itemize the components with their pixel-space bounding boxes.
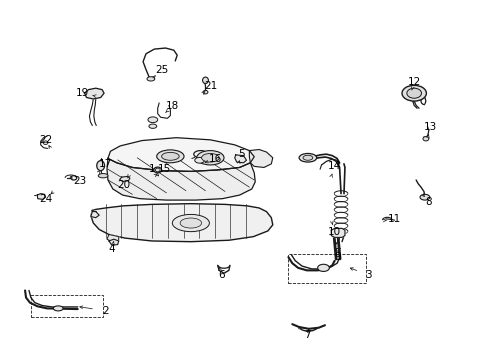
- Polygon shape: [37, 194, 45, 199]
- Text: 24: 24: [39, 194, 52, 204]
- Ellipse shape: [149, 124, 157, 129]
- Text: 23: 23: [73, 176, 86, 186]
- Ellipse shape: [98, 174, 108, 178]
- Text: 21: 21: [204, 81, 218, 91]
- Ellipse shape: [194, 157, 204, 163]
- Ellipse shape: [71, 176, 77, 180]
- Text: 13: 13: [423, 122, 436, 132]
- Polygon shape: [234, 155, 246, 163]
- Bar: [288, 254, 366, 283]
- Text: 7: 7: [304, 330, 310, 340]
- Text: 11: 11: [387, 215, 401, 224]
- Ellipse shape: [203, 90, 207, 94]
- Ellipse shape: [401, 85, 426, 101]
- Text: 8: 8: [425, 197, 431, 207]
- Text: 20: 20: [117, 180, 130, 190]
- Text: 14: 14: [327, 161, 341, 171]
- Ellipse shape: [180, 218, 201, 228]
- Ellipse shape: [303, 155, 312, 160]
- Ellipse shape: [406, 88, 421, 98]
- Text: 2: 2: [102, 306, 109, 316]
- Ellipse shape: [43, 141, 48, 144]
- Polygon shape: [107, 158, 255, 200]
- Ellipse shape: [161, 152, 179, 160]
- Ellipse shape: [201, 153, 219, 162]
- Text: 25: 25: [155, 64, 168, 75]
- Ellipse shape: [97, 161, 104, 171]
- Polygon shape: [107, 234, 119, 242]
- Ellipse shape: [317, 264, 329, 271]
- Ellipse shape: [196, 150, 224, 165]
- Ellipse shape: [422, 136, 428, 141]
- Ellipse shape: [202, 77, 208, 84]
- Text: 5: 5: [237, 149, 244, 159]
- Ellipse shape: [172, 215, 209, 231]
- Text: 12: 12: [407, 77, 420, 87]
- Text: 19: 19: [76, 88, 89, 98]
- Text: 3: 3: [365, 270, 371, 280]
- Ellipse shape: [157, 150, 183, 163]
- Text: 10: 10: [327, 227, 341, 237]
- Polygon shape: [91, 212, 99, 218]
- Ellipse shape: [148, 117, 158, 123]
- Polygon shape: [108, 138, 254, 171]
- Polygon shape: [84, 88, 104, 99]
- Text: 6: 6: [217, 270, 224, 280]
- Ellipse shape: [53, 306, 63, 311]
- Polygon shape: [109, 239, 119, 245]
- Text: 4: 4: [108, 244, 115, 254]
- Polygon shape: [249, 149, 272, 167]
- Text: 15: 15: [157, 164, 170, 174]
- Ellipse shape: [299, 153, 316, 162]
- Bar: [31, 295, 103, 317]
- Text: 22: 22: [39, 135, 52, 145]
- Polygon shape: [120, 176, 130, 181]
- Ellipse shape: [419, 194, 429, 200]
- Ellipse shape: [154, 167, 161, 173]
- Text: 1: 1: [148, 164, 155, 174]
- Polygon shape: [330, 228, 344, 237]
- Text: 18: 18: [165, 102, 179, 112]
- Text: 17: 17: [99, 159, 112, 169]
- Ellipse shape: [147, 77, 155, 81]
- Polygon shape: [91, 204, 272, 242]
- Text: 9: 9: [334, 252, 341, 262]
- Text: 16: 16: [208, 154, 222, 164]
- Ellipse shape: [155, 168, 160, 172]
